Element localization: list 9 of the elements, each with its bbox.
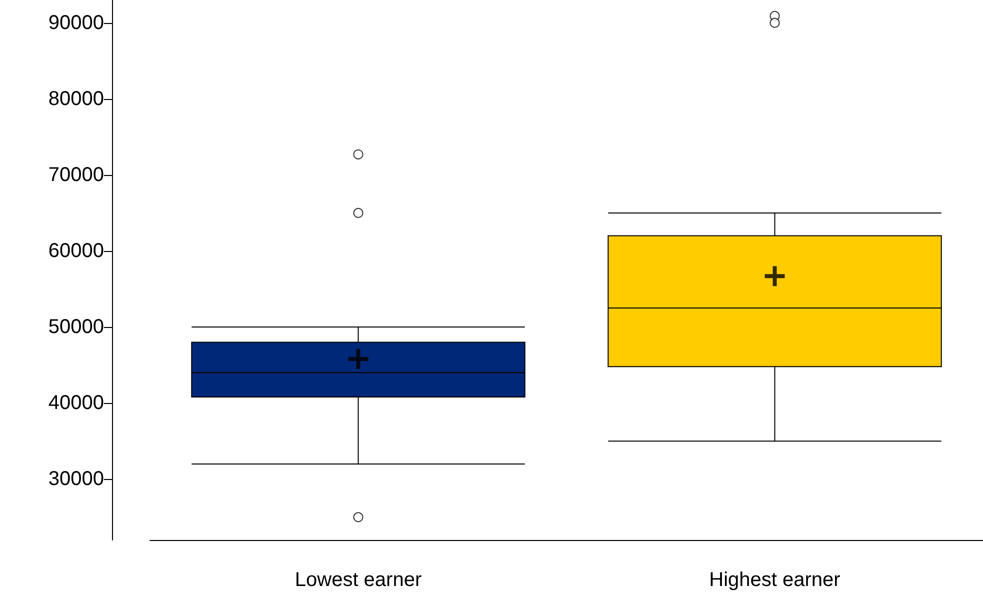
x-tick-label: Lowest earner bbox=[294, 569, 422, 591]
y-tick-label: 70000 bbox=[48, 164, 104, 186]
y-tick-label: 30000 bbox=[48, 468, 104, 490]
y-tick-label: 50000 bbox=[48, 316, 104, 338]
y-tick-label: 60000 bbox=[48, 240, 104, 262]
y-tick-label: 90000 bbox=[48, 12, 104, 34]
y-tick-label: 80000 bbox=[48, 88, 104, 110]
y-tick-label: 40000 bbox=[48, 392, 104, 414]
x-tick-label: Highest earner bbox=[709, 569, 841, 591]
